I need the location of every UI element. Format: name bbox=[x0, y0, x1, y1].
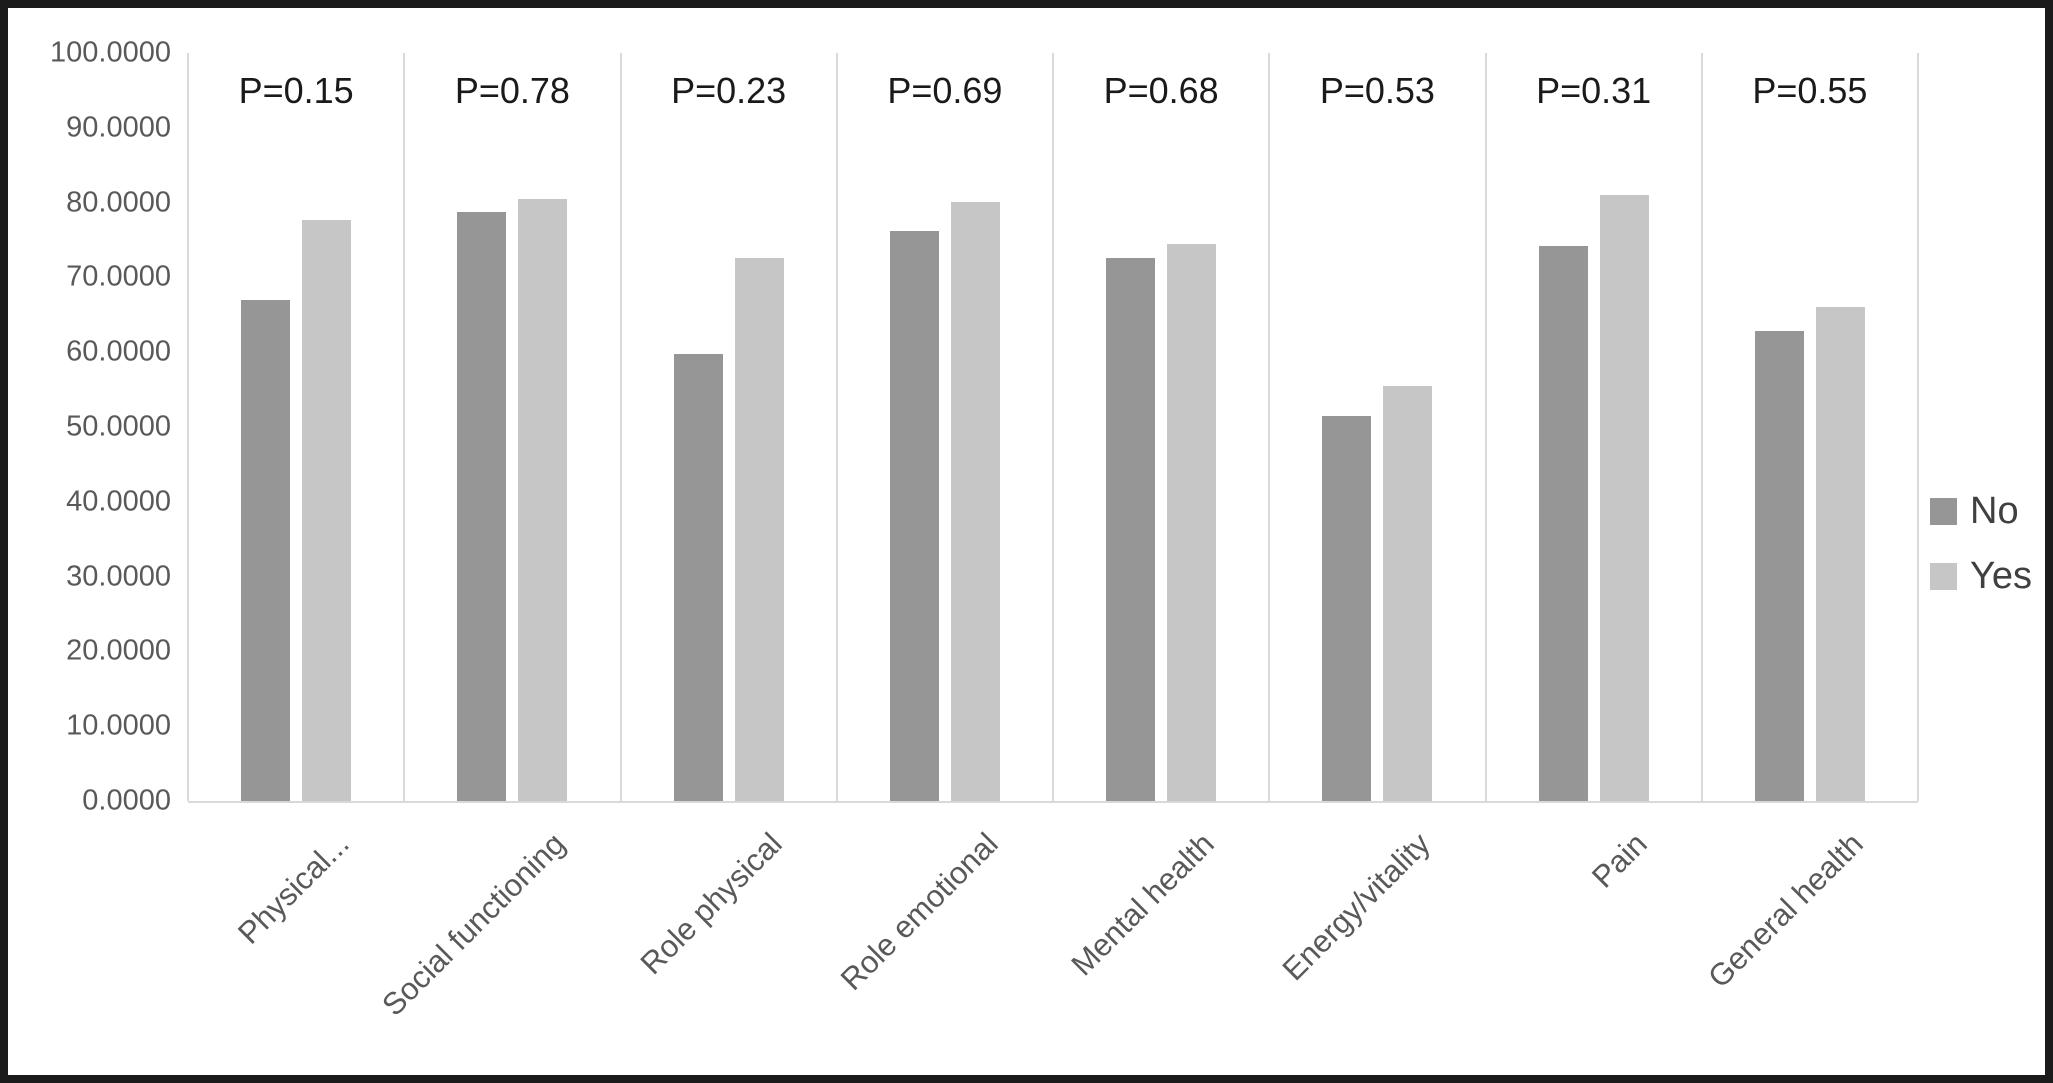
bar-no-6 bbox=[1322, 415, 1372, 801]
y-axis-tick-label: 40.0000 bbox=[66, 485, 171, 518]
bar-yes-4 bbox=[950, 201, 1000, 801]
bar-yes-3 bbox=[734, 257, 784, 801]
x-axis-category-label: Pain bbox=[1584, 826, 1654, 895]
bar-yes-1 bbox=[302, 219, 352, 801]
category-gridline bbox=[1052, 53, 1054, 801]
legend-entry-no: No bbox=[1930, 490, 2032, 533]
x-axis-category-label: Role physical bbox=[633, 826, 789, 982]
p-value-label: P=0.69 bbox=[887, 70, 1003, 111]
p-value-label: P=0.68 bbox=[1103, 70, 1219, 111]
x-axis-category-label: Physical... bbox=[231, 826, 356, 951]
y-axis-tick-label: 80.0000 bbox=[66, 186, 171, 219]
legend-entry-yes: Yes bbox=[1930, 555, 2032, 598]
x-axis-category-label: Mental health bbox=[1064, 826, 1221, 983]
category-gridline bbox=[1484, 53, 1487, 801]
legend-swatch-no bbox=[1930, 498, 1957, 525]
x-axis-category-label: Role emotional bbox=[833, 826, 1005, 997]
bar-yes-5 bbox=[1167, 244, 1217, 801]
bar-yes-6 bbox=[1383, 385, 1433, 801]
p-value-label: P=0.78 bbox=[454, 70, 570, 111]
bar-no-8 bbox=[1754, 330, 1804, 801]
p-value-label: P=0.31 bbox=[1536, 70, 1652, 111]
bar-no-2 bbox=[457, 212, 507, 801]
y-axis-tick-label: 20.0000 bbox=[66, 634, 171, 667]
p-value-label: P=0.53 bbox=[1319, 70, 1435, 111]
bar-yes-7 bbox=[1599, 195, 1649, 801]
category-gridline bbox=[1700, 53, 1703, 801]
x-axis-category-label: Energy/vitality bbox=[1275, 826, 1438, 988]
p-value-label: P=0.15 bbox=[238, 70, 354, 111]
bar-no-7 bbox=[1538, 245, 1588, 801]
category-gridline bbox=[619, 53, 622, 801]
category-gridline bbox=[403, 53, 406, 801]
category-gridline bbox=[835, 53, 838, 801]
y-axis-tick-label: 70.0000 bbox=[66, 260, 171, 293]
p-value-label: P=0.23 bbox=[671, 70, 787, 111]
p-value-label: P=0.55 bbox=[1752, 70, 1868, 111]
x-axis-category-label: Social functioning bbox=[375, 826, 573, 1023]
legend: No Yes bbox=[1930, 490, 2032, 620]
y-axis-tick-label: 100.0000 bbox=[50, 36, 171, 69]
bar-no-1 bbox=[241, 299, 291, 801]
category-gridline bbox=[1917, 53, 1919, 801]
category-gridline bbox=[1268, 53, 1271, 801]
y-axis-tick-label: 10.0000 bbox=[66, 709, 171, 742]
y-axis-tick-label: 60.0000 bbox=[66, 335, 171, 368]
y-axis-tick-label: 30.0000 bbox=[66, 560, 171, 593]
y-axis-tick-label: 0.0000 bbox=[82, 784, 171, 817]
bar-no-4 bbox=[889, 231, 939, 801]
legend-swatch-yes bbox=[1930, 563, 1957, 590]
x-axis-line bbox=[188, 801, 1918, 803]
x-axis-category-label: General health bbox=[1701, 826, 1870, 995]
bar-yes-2 bbox=[518, 198, 568, 801]
bar-no-3 bbox=[673, 353, 723, 801]
y-axis-tick-label: 50.0000 bbox=[66, 410, 171, 443]
category-gridline bbox=[187, 53, 189, 801]
bar-no-5 bbox=[1106, 257, 1156, 801]
bar-yes-8 bbox=[1815, 307, 1865, 801]
legend-label-yes: Yes bbox=[1970, 555, 2032, 597]
legend-label-no: No bbox=[1970, 490, 2019, 532]
y-axis-tick-label: 90.0000 bbox=[66, 111, 171, 144]
